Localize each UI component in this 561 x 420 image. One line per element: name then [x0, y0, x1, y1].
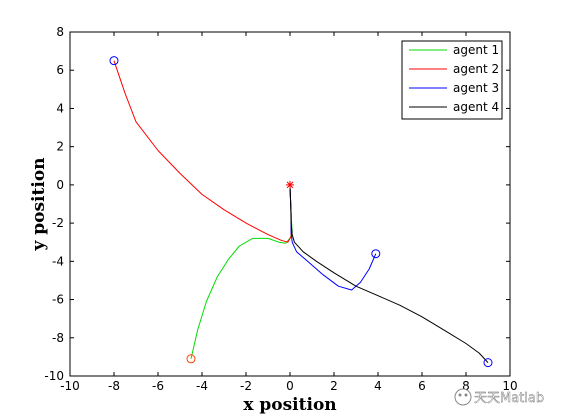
y-tick-label: -4 — [52, 254, 64, 268]
legend-label-agent-2: agent 2 — [453, 62, 499, 76]
y-tick-label: 6 — [56, 63, 64, 77]
axis-ticks: -10 -8 -6 -4 -2 0 2 4 6 8 10 -10 -8 -6 -4 -2 0 2 4 6 8 — [44, 25, 517, 393]
watermark-logo-dot — [458, 393, 462, 397]
legend-label-agent-3: agent 3 — [453, 81, 499, 95]
x-tick-label: 2 — [330, 379, 338, 393]
x-tick-label: -4 — [196, 379, 208, 393]
watermark-text: 天天Matlab — [474, 391, 544, 406]
x-tick-label: -8 — [108, 379, 120, 393]
x-tick-label: -6 — [152, 379, 164, 393]
start-marker-agent-4 — [483, 358, 493, 368]
start-marker-agent-2 — [109, 56, 119, 66]
y-axis-label: y position — [29, 157, 49, 251]
y-tick-label: -8 — [52, 331, 64, 345]
series-line-agent-2 — [113, 60, 292, 243]
y-tick-label: 2 — [56, 140, 64, 154]
x-tick-label: 10 — [502, 379, 517, 393]
y-tick-label: -2 — [52, 216, 64, 230]
series-line-agent-3 — [289, 186, 377, 291]
y-tick-label: -10 — [44, 369, 64, 383]
x-tick-label: 0 — [286, 379, 294, 393]
marker-layer — [109, 56, 493, 368]
legend: agent 1 agent 2 agent 3 agent 4 — [401, 40, 503, 120]
watermark-logo-icon — [454, 388, 472, 406]
x-tick-label: 6 — [418, 379, 426, 393]
legend-label-agent-1: agent 1 — [453, 43, 499, 57]
target-star-stroke — [286, 181, 294, 189]
y-tick-label: 4 — [56, 101, 64, 115]
x-tick-label: -2 — [240, 379, 252, 393]
x-tick-label: 8 — [462, 379, 470, 393]
y-tick-label: -6 — [52, 293, 64, 307]
y-tick-label: 8 — [56, 25, 64, 39]
start-marker-agent-1 — [186, 354, 196, 364]
target-star-marker — [286, 180, 294, 189]
legend-label-agent-4: agent 4 — [453, 100, 499, 114]
watermark-logo-dot — [464, 393, 468, 397]
watermark: 天天Matlab — [454, 388, 544, 406]
legend-box — [401, 40, 503, 120]
series-layer — [113, 60, 489, 363]
x-tick-label: 4 — [374, 379, 382, 393]
start-marker-agent-3 — [371, 249, 381, 259]
x-axis-label: x position — [243, 395, 336, 415]
y-tick-label: 0 — [56, 178, 64, 192]
x-tick-label: -10 — [60, 379, 80, 393]
series-line-agent-4 — [289, 186, 489, 363]
